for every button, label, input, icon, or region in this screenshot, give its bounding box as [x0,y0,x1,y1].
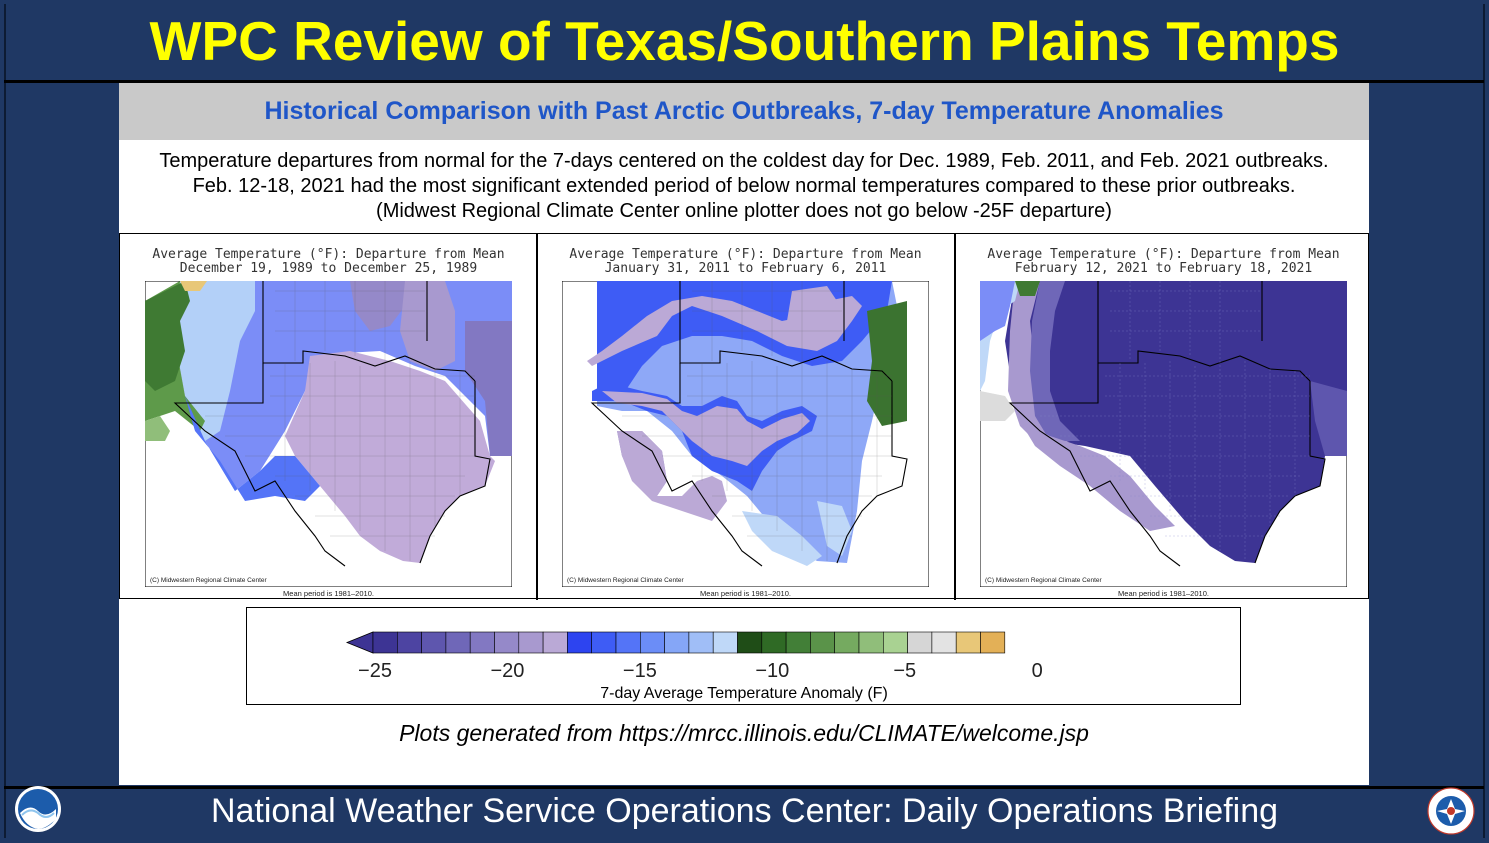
color-bar: −25 −20 −15 −10 −5 0 7-day Average Temperatur… [345,631,1043,702]
legend-swatch [834,631,860,654]
map-title-2021: Average Temperature (°F): Departure from… [987,247,1340,262]
anomaly-map-1989 [145,281,512,587]
map-dates-2011: January 31, 2011 to February 6, 2011 [604,261,887,276]
description-line-2: Feb. 12-18, 2021 had the most significan… [192,175,1296,197]
noaa-logo [15,786,61,832]
content-area: Historical Comparison with Past Arctic O… [119,83,1369,785]
footer-divider [4,786,1484,789]
map-mean-period-1989: Mean period is 1981–2010. [283,589,374,598]
legend-tick-label: −10 [755,660,789,682]
legend-swatch [980,631,1006,654]
nws-logo [1427,787,1475,835]
frame-border-left [4,4,6,838]
legend-swatch [494,631,520,654]
legend-swatch [761,631,787,654]
map-title-2011: Average Temperature (°F): Departure from… [569,247,922,262]
legend-swatch [664,631,690,654]
color-legend: −25 −20 −15 −10 −5 0 7-day Average Temperatur… [246,607,1241,705]
map-dates-2021: February 12, 2021 to February 18, 2021 [1014,261,1313,276]
map-panel-2011: Average Temperature (°F): Departure from… [537,234,954,600]
map-credit-1989: (C) Midwestern Regional Climate Center [150,577,267,584]
legend-swatch [639,631,665,654]
frame-border-right [1483,4,1485,838]
map-title-1989: Average Temperature (°F): Departure from… [152,247,505,262]
anomaly-map-2021 [980,281,1347,587]
map-dates-1989: December 19, 1989 to December 25, 1989 [179,261,478,276]
legend-swatch [615,631,641,654]
legend-swatch [372,631,398,654]
legend-tick-label: −20 [490,660,524,682]
description-line-3: (Midwest Regional Climate Center online … [376,200,1112,222]
legend-swatch [785,631,811,654]
legend-swatch [712,631,738,654]
panel-divider-2 [954,234,956,600]
legend-swatch [421,631,447,654]
legend-swatch [931,631,957,654]
legend-tick-label: 0 [1032,660,1043,682]
map-panel-2021: Average Temperature (°F): Departure from… [955,234,1372,600]
legend-swatch [882,631,908,654]
slide-title: WPC Review of Texas/Southern Plains Temp… [149,10,1340,72]
map-panel-1989: Average Temperature (°F): Departure from… [120,234,537,600]
map-panels: Average Temperature (°F): Departure from… [119,233,1372,600]
legend-tick-label: −5 [893,660,916,682]
slide-footer: National Weather Service Operations Cent… [210,792,1279,830]
legend-swatch [955,631,981,654]
legend-swatch [567,631,592,654]
panel-divider-1 [536,234,538,600]
legend-tick-label: −15 [623,660,657,682]
description: Temperature departures from normal for t… [119,149,1369,224]
map-mean-period-2021: Mean period is 1981–2010. [1118,589,1209,598]
legend-swatch [907,631,933,654]
title-divider [4,80,1484,83]
legend-swatch [810,631,836,654]
source-note: Plots generated from https://mrcc.illino… [399,720,1089,746]
legend-swatch [688,631,714,654]
legend-swatch [591,631,617,654]
legend-swatch [737,631,763,654]
map-credit-2021: (C) Midwestern Regional Climate Center [985,577,1102,584]
legend-swatch [397,631,422,654]
legend-swatch [858,631,884,654]
anomaly-map-2011 [562,281,929,587]
legend-swatch [518,631,544,654]
legend-swatch [542,631,568,654]
legend-swatch [445,631,471,654]
legend-tick-label: −25 [358,660,392,682]
legend-arrow [345,631,374,654]
legend-title: 7-day Average Temperature Anomaly (F) [600,685,888,702]
map-mean-period-2011: Mean period is 1981–2010. [700,589,791,598]
map-credit-2011: (C) Midwestern Regional Climate Center [567,577,684,584]
description-line-1: Temperature departures from normal for t… [159,150,1329,172]
header-band [119,83,1369,140]
section-header: Historical Comparison with Past Arctic O… [264,97,1224,125]
legend-swatch [469,631,495,654]
